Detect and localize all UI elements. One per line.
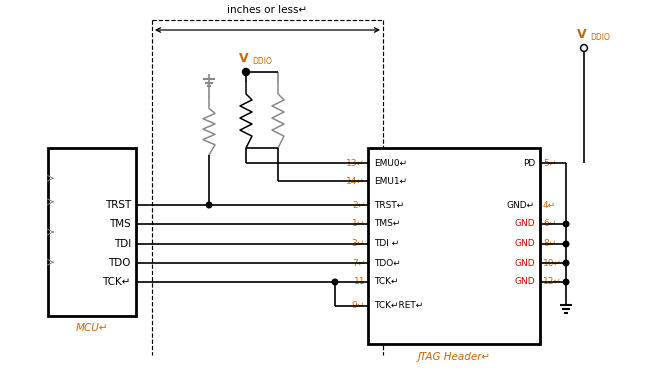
Text: MCU↵: MCU↵: [76, 323, 108, 333]
Text: DDIO: DDIO: [252, 58, 272, 67]
Bar: [368, 148, 540, 344]
Text: TCK↵: TCK↵: [374, 277, 398, 287]
Text: TDO↵: TDO↵: [374, 259, 401, 267]
Text: GND↵: GND↵: [507, 200, 535, 209]
Text: 10↵: 10↵: [543, 259, 562, 267]
Text: 11: 11: [353, 277, 365, 287]
Text: GND: GND: [514, 240, 535, 249]
Bar: [48, 148, 136, 316]
Circle shape: [563, 260, 569, 266]
Text: EMU0↵: EMU0↵: [374, 159, 407, 167]
Text: TCK↵: TCK↵: [102, 277, 131, 287]
Text: TMS↵: TMS↵: [374, 220, 400, 229]
Text: 9↵: 9↵: [352, 302, 365, 311]
Circle shape: [563, 279, 569, 285]
Text: 7↵: 7↵: [352, 259, 365, 267]
Circle shape: [582, 46, 586, 50]
Text: 6↵: 6↵: [543, 220, 556, 229]
Text: 2↵: 2↵: [352, 200, 365, 209]
Text: GND: GND: [514, 277, 535, 287]
Text: 8↵: 8↵: [543, 240, 556, 249]
Text: TRST↵: TRST↵: [374, 200, 404, 209]
Text: PD: PD: [523, 159, 535, 167]
Text: 1↵: 1↵: [352, 220, 365, 229]
Text: TCK↵RET↵: TCK↵RET↵: [374, 302, 423, 311]
Text: EMU1↵: EMU1↵: [374, 176, 407, 185]
Circle shape: [243, 69, 249, 75]
Text: DDIO: DDIO: [590, 33, 610, 42]
Circle shape: [581, 44, 587, 52]
Text: 12↵: 12↵: [543, 277, 562, 287]
Circle shape: [244, 70, 248, 74]
Circle shape: [206, 202, 212, 208]
Text: 14↵: 14↵: [346, 176, 365, 185]
Text: TMS: TMS: [109, 219, 131, 229]
Text: 13↵: 13↵: [346, 159, 365, 167]
Circle shape: [332, 279, 338, 285]
Text: JTAG Header↵: JTAG Header↵: [417, 352, 491, 362]
Text: TRST: TRST: [105, 200, 131, 210]
Text: inches or less↵: inches or less↵: [227, 5, 308, 15]
Circle shape: [563, 241, 569, 247]
Circle shape: [563, 221, 569, 227]
Text: 3↵: 3↵: [352, 240, 365, 249]
Text: TDI ↵: TDI ↵: [374, 240, 399, 249]
Text: GND: GND: [514, 220, 535, 229]
Text: TDO: TDO: [109, 258, 131, 268]
Text: 4↵: 4↵: [543, 200, 556, 209]
Text: V: V: [577, 29, 587, 41]
Text: V: V: [239, 53, 249, 65]
Text: TDI: TDI: [114, 239, 131, 249]
Text: 5↵: 5↵: [543, 159, 556, 167]
Circle shape: [243, 68, 249, 76]
Text: GND: GND: [514, 259, 535, 267]
